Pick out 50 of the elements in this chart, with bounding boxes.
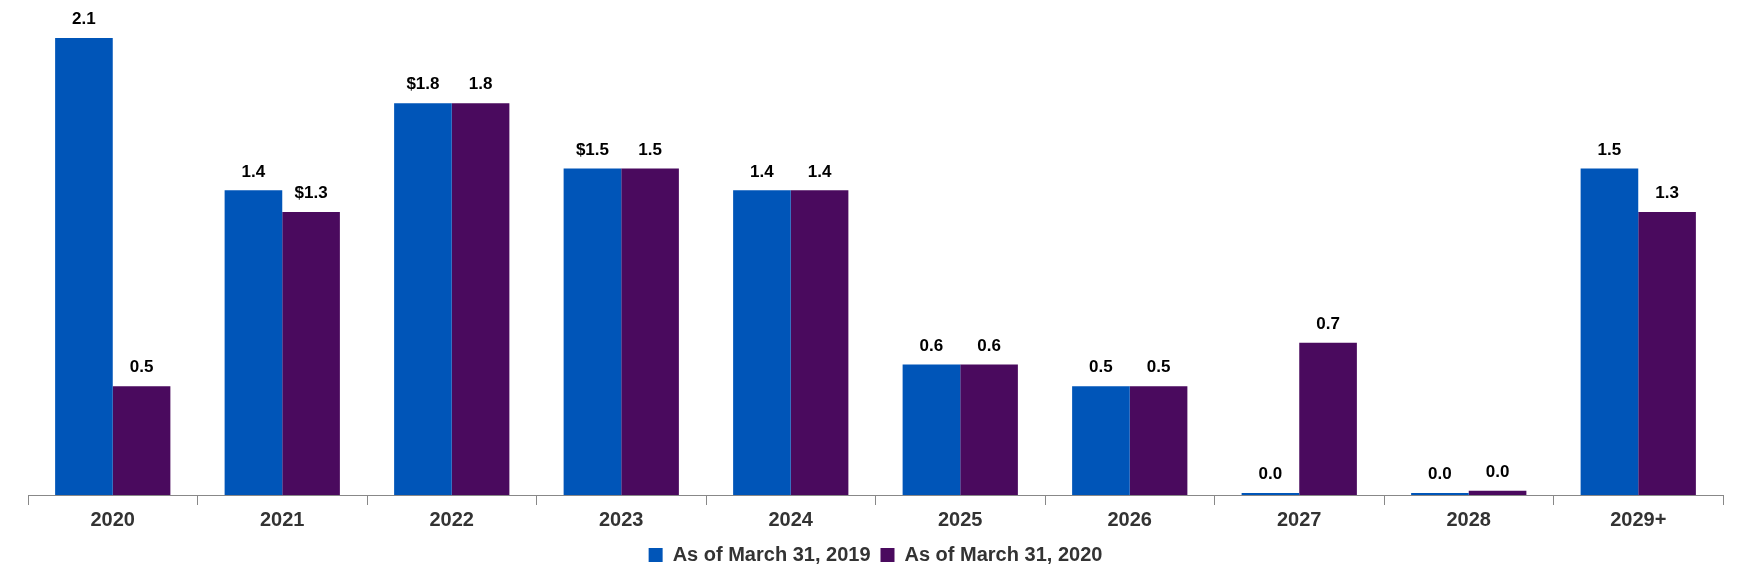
data-label: 2.1	[72, 9, 96, 29]
data-label: $1.3	[294, 183, 328, 203]
bar	[1299, 342, 1357, 495]
data-label: 1.8	[468, 74, 493, 94]
bar	[1129, 386, 1188, 495]
bar	[451, 103, 510, 495]
bar	[902, 364, 961, 495]
x-tick-label: 2025	[938, 507, 983, 530]
data-label: $1.5	[575, 139, 609, 159]
x-tick-label: 2027	[1277, 507, 1322, 530]
bar	[55, 38, 113, 495]
legend-label: As of March 31, 2020	[904, 542, 1103, 565]
bar	[733, 190, 791, 495]
bar	[621, 168, 679, 495]
x-tick-label: 2021	[260, 507, 305, 530]
data-label: 0.7	[1316, 313, 1340, 333]
data-label: 1.5	[638, 139, 662, 159]
data-label: 1.4	[241, 161, 266, 181]
x-tick-label: 2024	[768, 507, 814, 530]
data-label: 0.0	[1258, 464, 1283, 484]
bar	[1638, 212, 1696, 495]
bar	[790, 190, 849, 495]
data-label: 0.0	[1428, 464, 1452, 484]
data-label: 1.5	[1597, 139, 1622, 159]
x-tick-label: 2020	[90, 507, 135, 530]
data-label: 0.5	[1146, 357, 1171, 377]
bar	[394, 103, 452, 495]
bar	[1072, 386, 1130, 495]
x-tick-label: 2029+	[1610, 507, 1667, 530]
bar	[224, 190, 283, 495]
bar	[112, 386, 171, 495]
x-tick-label: 2026	[1107, 507, 1152, 530]
data-label: $1.8	[406, 74, 440, 94]
data-label: 0.5	[1089, 357, 1113, 377]
bar	[960, 364, 1018, 495]
legend-label: As of March 31, 2019	[672, 542, 871, 565]
x-tick-label: 2022	[429, 507, 474, 530]
data-label: 1.4	[750, 161, 775, 181]
x-tick-label: 2023	[599, 507, 644, 530]
bar	[1468, 490, 1527, 495]
x-tick-label: 2028	[1446, 507, 1491, 530]
data-label: 0.5	[129, 357, 154, 377]
data-label: 1.3	[1655, 183, 1679, 203]
bar	[1580, 168, 1639, 495]
data-label: 1.4	[807, 161, 832, 181]
bar	[563, 168, 622, 495]
data-label: 0.6	[977, 335, 1001, 355]
bar	[282, 212, 340, 495]
data-label: 0.6	[919, 335, 944, 355]
data-label: 0.0	[1485, 461, 1510, 481]
